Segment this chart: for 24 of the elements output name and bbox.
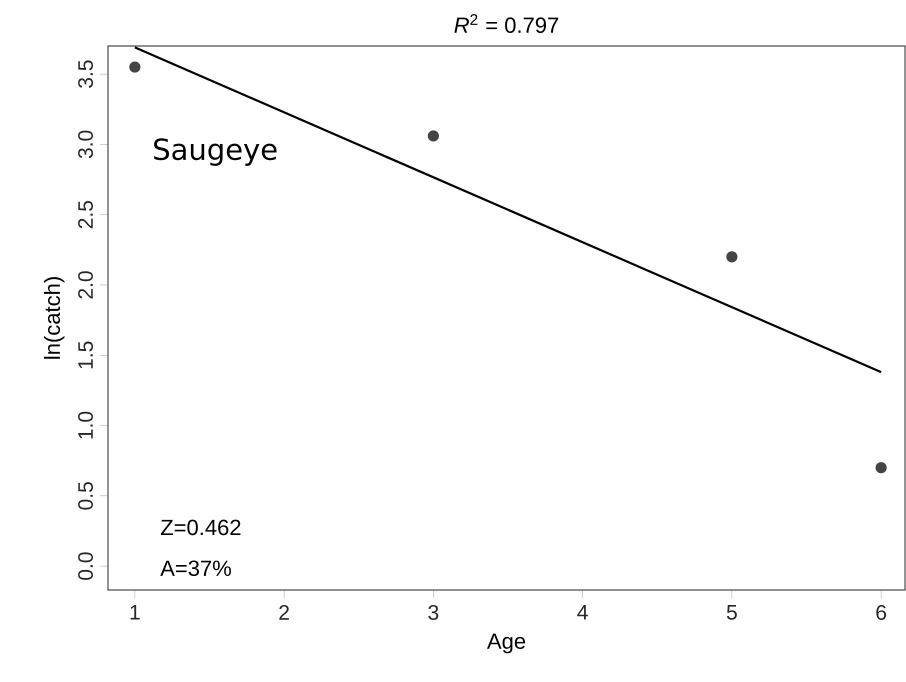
y-axis-title: ln(catch) <box>44 277 64 359</box>
x-tick-label: 1 <box>130 605 140 620</box>
point <box>876 462 887 474</box>
point <box>726 251 738 262</box>
y-tick-label: 0.0 <box>78 552 93 580</box>
y-tick-label: 3.0 <box>78 130 93 158</box>
chart-title: R$^{2}$ = 0.797 <box>454 14 558 34</box>
x-tick-label: 2 <box>279 605 289 620</box>
annotation: Z=0.462 <box>160 520 240 536</box>
point <box>428 130 439 142</box>
point <box>129 61 140 73</box>
annotation: Saugeye <box>154 138 277 166</box>
y-tick-label: 1.5 <box>78 342 93 368</box>
x-tick-label: 5 <box>726 605 737 620</box>
x-axis-title: Age <box>486 634 526 654</box>
annotation: A=37% <box>160 560 231 576</box>
x-tick-label: 4 <box>577 605 588 620</box>
y-tick-label: 1.0 <box>78 412 93 439</box>
y-tick-label: 0.5 <box>78 482 93 510</box>
y-tick-label: 2.5 <box>78 200 93 228</box>
x-tick-label: 6 <box>876 605 886 620</box>
y-tick-label: 2.0 <box>78 271 93 298</box>
y-tick-label: 3.5 <box>78 60 93 88</box>
x-tick-label: 3 <box>428 605 438 620</box>
